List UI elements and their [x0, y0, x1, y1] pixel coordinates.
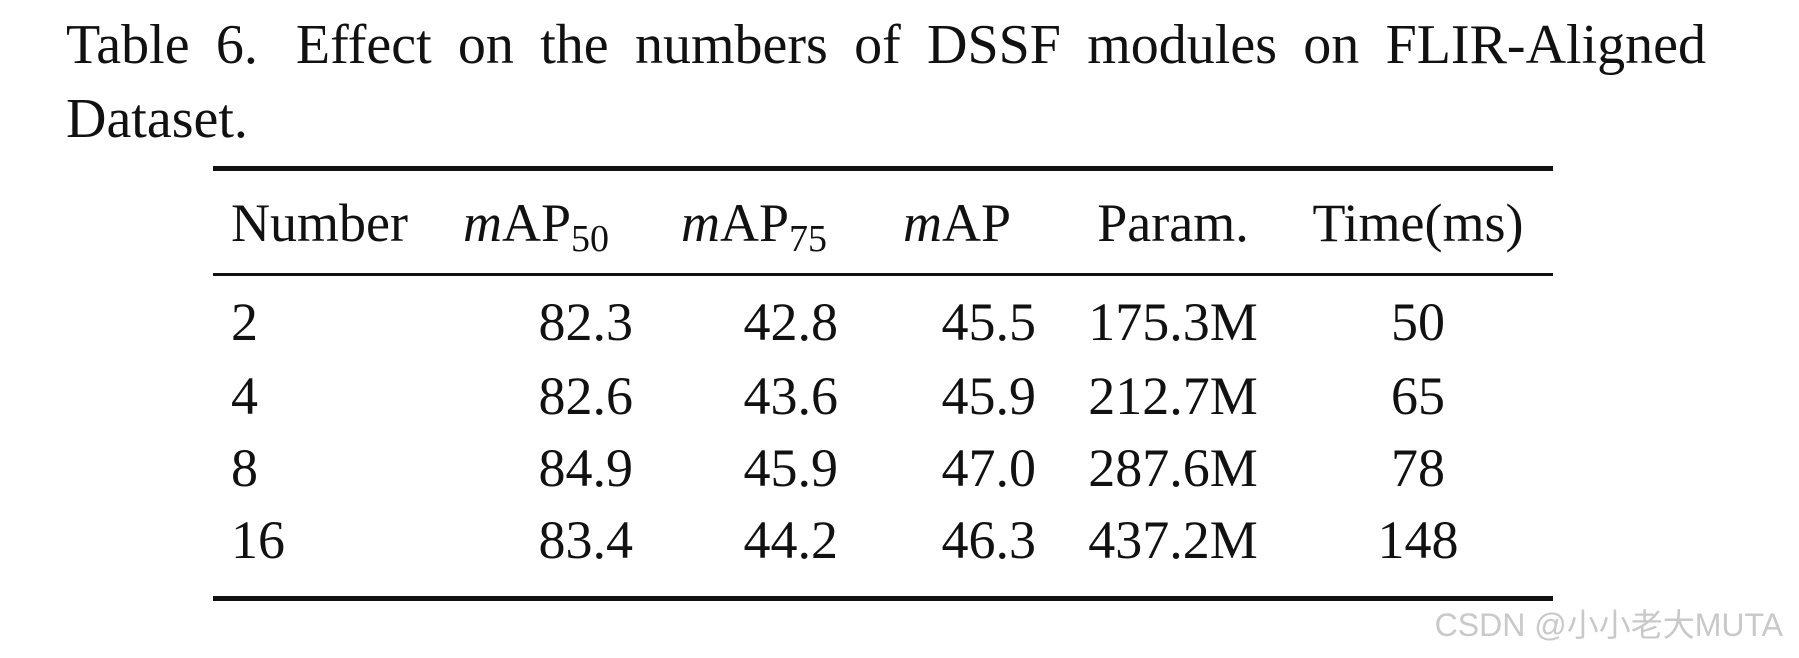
cell-number: 4 [231, 366, 258, 426]
header-map75-math: m [681, 193, 720, 253]
cell-map75: 44.2 [743, 510, 839, 570]
header-map75: mAP75 [681, 193, 871, 258]
cell-map75: 42.8 [743, 292, 839, 352]
cell-map50: 82.3 [538, 292, 634, 352]
header-map50: mAP50 [463, 193, 653, 258]
caption-text: Effect on the numbers of DSSF modules on… [66, 14, 1706, 150]
cell-map50: 83.4 [538, 510, 634, 570]
cell-time: 65 [1391, 366, 1445, 426]
table-top-rule [213, 166, 1553, 171]
header-time: Time(ms) [1312, 193, 1524, 253]
cell-time: 148 [1377, 510, 1459, 570]
cell-map50: 82.6 [538, 366, 634, 426]
cell-param: 437.2M [1088, 510, 1258, 570]
header-map: mAP [903, 193, 1043, 253]
cell-map: 46.3 [941, 510, 1037, 570]
header-map50-math: m [463, 193, 502, 253]
header-map50-text: AP [502, 193, 572, 253]
table-bottom-rule [213, 596, 1553, 601]
table-caption: Table 6. Effect on the numbers of DSSF mo… [66, 8, 1706, 156]
watermark: CSDN @小小老大MUTA [1434, 607, 1783, 643]
cell-param: 175.3M [1088, 292, 1258, 352]
cell-map: 45.5 [941, 292, 1037, 352]
header-map-text: AP [942, 193, 1012, 253]
header-number: Number [231, 193, 408, 253]
header-map50-sub: 50 [571, 218, 610, 260]
caption-label: Table 6. [66, 14, 258, 76]
cell-param: 287.6M [1088, 438, 1258, 498]
cell-param: 212.7M [1088, 366, 1258, 426]
header-map-math: m [903, 193, 942, 253]
cell-number: 2 [231, 292, 258, 352]
header-param: Param. [1097, 193, 1249, 253]
cell-time: 78 [1391, 438, 1445, 498]
cell-map: 45.9 [941, 366, 1037, 426]
table-header-rule [213, 273, 1553, 276]
cell-time: 50 [1391, 292, 1445, 352]
cell-map75: 43.6 [743, 366, 839, 426]
cell-map50: 84.9 [538, 438, 634, 498]
cell-map75: 45.9 [743, 438, 839, 498]
header-map75-text: AP [720, 193, 790, 253]
header-map75-sub: 75 [789, 218, 828, 260]
cell-number: 16 [231, 510, 285, 570]
cell-number: 8 [231, 438, 258, 498]
cell-map: 47.0 [941, 438, 1037, 498]
